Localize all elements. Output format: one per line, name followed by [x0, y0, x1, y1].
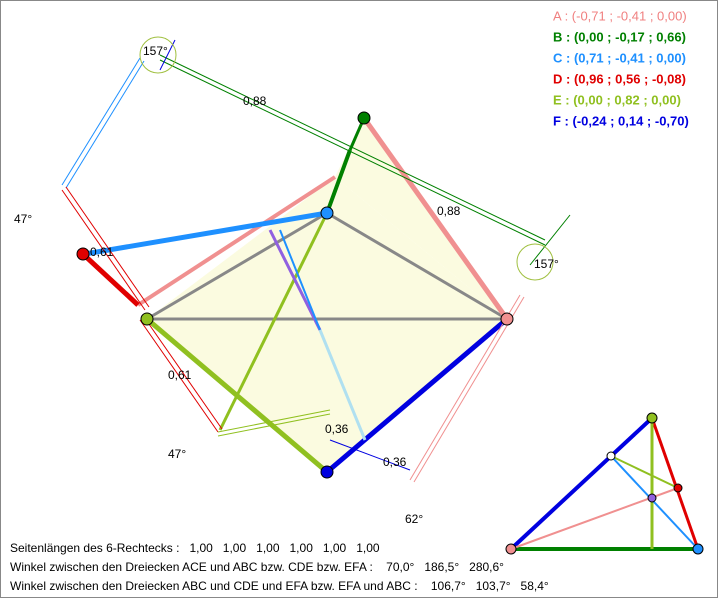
point-coordinates: A : (-0,71 ; -0,41 ; 0,00)	[553, 8, 687, 23]
length-label: 0,61	[168, 368, 192, 382]
point-coordinates: C : (0,71 ; -0,41 ; 0,00)	[553, 50, 686, 65]
length-label: 0,88	[243, 94, 267, 108]
info-line: Winkel zwischen den Dreiecken ACE und AB…	[10, 560, 504, 574]
point-coordinates: D : (0,96 ; 0,56 ; -0,08)	[553, 71, 686, 86]
angle-label: 157°	[534, 257, 559, 271]
point-coordinates: B : (0,00 ; -0,17 ; 0,66)	[553, 29, 686, 44]
figure	[61, 36, 704, 555]
info-line: Winkel zwischen den Dreiecken ABC und CD…	[10, 579, 549, 593]
info-line: Seitenlängen des 6-Rechtecks : 1,00 1,00…	[10, 541, 380, 555]
length-label: 0,36	[383, 455, 407, 469]
length-label: 0,88	[437, 204, 461, 218]
angle-label: 157°	[143, 44, 168, 58]
point-coordinates: E : (0,00 ; 0,82 ; 0,00)	[553, 92, 681, 107]
length-label: 0,61	[90, 245, 114, 259]
legend: A : (-0,71 ; -0,41 ; 0,00) B : (0,00 ; -0…	[553, 8, 689, 128]
angle-label: 62°	[405, 512, 423, 526]
angle-label: 47°	[168, 447, 186, 461]
point-coordinates: F : (-0,24 ; 0,14 ; -0,70)	[553, 113, 689, 128]
angle-label: 47°	[14, 212, 32, 226]
length-label: 0,36	[325, 422, 349, 436]
